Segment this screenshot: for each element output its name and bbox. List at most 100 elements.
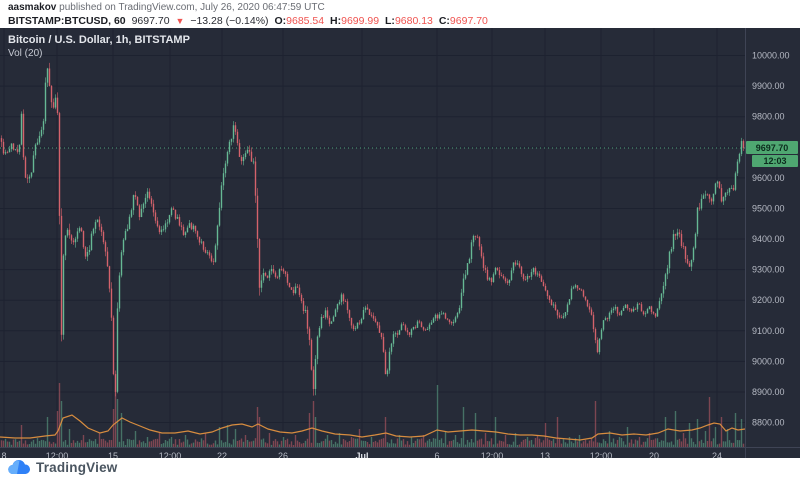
candle-body — [420, 322, 423, 328]
time-axis-tick[interactable]: 15 — [108, 451, 118, 458]
candle-body — [130, 210, 133, 217]
candle-body — [614, 306, 617, 309]
volume-bar — [732, 442, 735, 447]
price-axis-tick[interactable]: 9000.00 — [752, 356, 785, 366]
volume-bar — [458, 443, 461, 447]
price-chart-pane[interactable]: 10000.00 9900.00 9800.00 9600.00 9500.00 9400… — [0, 28, 800, 458]
volume-bar — [114, 391, 117, 447]
volume-bar — [516, 444, 519, 447]
candle-body — [390, 343, 393, 352]
candle-body — [680, 233, 683, 247]
candle-body — [280, 269, 283, 270]
candle-body — [454, 317, 457, 322]
price-axis-tick[interactable]: 9100.00 — [752, 326, 785, 336]
price-axis-tick[interactable]: 9600.00 — [752, 173, 785, 183]
volume-bar — [104, 440, 107, 447]
candle-body — [32, 155, 35, 173]
volume-bar — [338, 433, 341, 447]
volume-indicator-label[interactable]: Vol (20) — [8, 48, 43, 59]
tradingview-brand-text[interactable]: TradingView — [36, 460, 118, 475]
volume-bar — [82, 435, 85, 447]
candle-body — [140, 208, 143, 218]
volume-bar — [482, 444, 485, 447]
volume-bar — [358, 429, 361, 447]
volume-bar — [184, 435, 187, 447]
time-axis-tick[interactable]: 26 — [278, 451, 288, 458]
candle-body — [582, 290, 585, 297]
chart-legend[interactable]: Bitcoin / U.S. Dollar, 1h, BITSTAMP Vol … — [8, 33, 190, 60]
candle-body — [52, 102, 55, 108]
time-axis-tick[interactable]: 22 — [217, 451, 227, 458]
price-axis-tick[interactable]: 9500.00 — [752, 203, 785, 213]
candle-body — [432, 318, 435, 323]
symbol-title[interactable]: Bitcoin / U.S. Dollar, 1h, BITSTAMP — [8, 34, 190, 46]
time-axis-tick[interactable]: Jul — [355, 451, 368, 458]
price-axis-tick[interactable]: 8900.00 — [752, 387, 785, 397]
time-axis-tick[interactable]: 24 — [712, 451, 722, 458]
time-axis-tick[interactable]: 6 — [434, 451, 439, 458]
volume-bar — [40, 439, 43, 447]
volume-bar — [44, 441, 47, 447]
volume-bar — [654, 438, 657, 447]
volume-bar — [488, 441, 491, 447]
candle-body — [490, 278, 493, 283]
volume-bar — [270, 444, 273, 447]
candle-body — [304, 309, 307, 312]
volume-bar — [622, 441, 625, 447]
candle-body — [578, 288, 581, 290]
volume-bar — [378, 439, 381, 447]
volume-bar — [652, 439, 655, 447]
time-axis-tick[interactable]: 13 — [540, 451, 550, 458]
price-axis-tick[interactable]: 9800.00 — [752, 112, 785, 122]
candlestick-volume-canvas[interactable]: 10000.00 9900.00 9800.00 9600.00 9500.00 9400… — [0, 28, 800, 458]
candle-body — [652, 311, 655, 314]
price-axis-tick[interactable]: 9400.00 — [752, 234, 785, 244]
time-axis-tick[interactable]: 12:00 — [46, 451, 69, 458]
volume-bar — [690, 438, 693, 447]
time-axis-tick[interactable]: 8 — [1, 451, 6, 458]
volume-bar — [578, 435, 581, 447]
volume-bar — [468, 442, 471, 447]
candle-body — [22, 113, 25, 158]
price-axis-tick[interactable]: 8800.00 — [752, 418, 785, 428]
price-axis-tick[interactable]: 10000.00 — [752, 51, 790, 61]
volume-bar — [208, 444, 211, 447]
volume-bar — [362, 440, 365, 447]
candle-body — [316, 336, 319, 359]
volume-bar — [236, 440, 239, 447]
candle-body — [228, 141, 231, 153]
candle-body — [400, 324, 403, 331]
candle-body — [362, 310, 365, 320]
candle-body — [496, 267, 499, 271]
time-axis-tick[interactable]: 12:00 — [481, 451, 504, 458]
volume-bar — [498, 440, 501, 447]
candle-body — [722, 197, 725, 202]
candle-body — [212, 261, 215, 263]
time-axis-tick[interactable]: 12:00 — [159, 451, 182, 458]
candle-body — [710, 198, 713, 202]
volume-bar — [592, 441, 595, 447]
candle-body — [366, 307, 369, 310]
price-axis-tick[interactable]: 9300.00 — [752, 265, 785, 275]
volume-bar — [546, 438, 549, 447]
tradingview-cloud-logo-icon[interactable] — [8, 460, 30, 475]
time-axis-tick[interactable]: 12:00 — [590, 451, 613, 458]
volume-bar — [210, 444, 213, 447]
volume-bar — [194, 439, 197, 447]
volume-bar — [604, 441, 607, 447]
time-axis-tick[interactable]: 20 — [649, 451, 659, 458]
candle-body — [232, 125, 235, 139]
candle-body — [56, 97, 59, 114]
candle-body — [376, 321, 379, 326]
candle-body — [736, 161, 739, 174]
price-axis-tick[interactable]: 9900.00 — [752, 81, 785, 91]
candle-body — [620, 310, 623, 315]
price-axis-tick[interactable]: 9200.00 — [752, 295, 785, 305]
candle-body — [534, 268, 537, 275]
volume-bar — [646, 438, 649, 447]
candle-body — [538, 273, 541, 277]
candle-body — [98, 219, 101, 227]
candle-body — [408, 332, 411, 335]
candle-body — [686, 258, 689, 264]
volume-bar — [702, 442, 705, 447]
